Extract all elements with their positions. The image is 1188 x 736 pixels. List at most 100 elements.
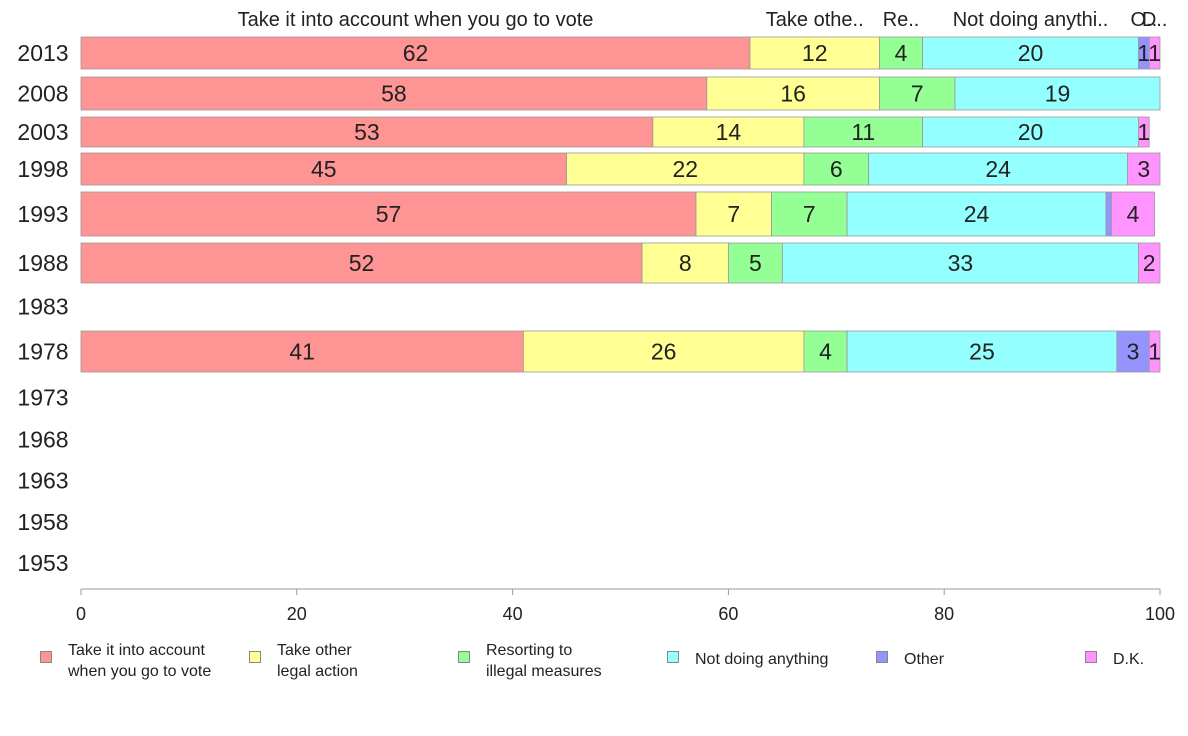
legend-label: D.K. [1113, 651, 1145, 668]
bar-value-label: 8 [679, 250, 692, 276]
category-label: 1958 [17, 509, 68, 535]
bar-value-label: 45 [311, 156, 337, 182]
category-label: 1968 [17, 427, 68, 453]
bar-value-label: 58 [381, 81, 407, 107]
bar-segment [1148, 330, 1161, 373]
legend-item: Resorting to illegal measures [458, 640, 602, 682]
category-label: 1988 [17, 250, 68, 276]
legend-label: Other [904, 651, 945, 668]
series-top-label: Re.. [883, 9, 920, 31]
bar-value-label: 2 [1143, 250, 1156, 276]
bar-segment [728, 242, 783, 284]
bar-value-label: 1 [1148, 339, 1161, 365]
bar-value-label: 4 [1127, 201, 1140, 227]
series-top-label: Take othe.. [766, 9, 864, 31]
bar-segment [749, 36, 880, 70]
bar-segment [652, 116, 805, 148]
legend-label: Resorting to illegal measures [486, 642, 602, 680]
category-label: 1993 [17, 201, 68, 227]
bar-segment [879, 76, 956, 111]
bar-value-label: 11 [851, 119, 875, 145]
bar-value-label: 4 [895, 40, 908, 66]
legend-item: Other [876, 640, 944, 670]
chart-legend: Take it into account when you go to vote… [0, 640, 1188, 700]
bar-segment [1138, 116, 1150, 148]
category-label: 2008 [17, 81, 68, 107]
legend-item: Take it into account when you go to vote [40, 640, 211, 682]
bar-segment [80, 76, 708, 111]
category-label: 1973 [17, 385, 68, 411]
legend-item: D.K. [1085, 640, 1144, 670]
x-tick-label: 0 [76, 604, 86, 624]
legend-item: Not doing anything [667, 640, 828, 670]
bar-segment [706, 76, 880, 111]
bar-value-label: 19 [1045, 81, 1071, 107]
x-tick-label: 60 [718, 604, 738, 624]
bar-segment [1148, 36, 1161, 70]
bar-segment [80, 152, 567, 186]
bar-value-label: 53 [354, 119, 380, 145]
bar-segment [522, 330, 805, 373]
legend-swatch [1085, 651, 1097, 663]
bar-value-label: 6 [830, 156, 843, 182]
bar-value-label: 7 [911, 81, 924, 107]
bar-value-label: 62 [403, 40, 429, 66]
bar-value-label: 25 [969, 339, 995, 365]
bar-value-label: 4 [819, 339, 832, 365]
bar-segment [846, 330, 1118, 373]
x-tick-label: 100 [1145, 604, 1175, 624]
category-label: 1983 [17, 294, 68, 320]
series-top-label: O.. [1130, 9, 1157, 31]
bar-segment [922, 116, 1139, 148]
category-label: 1998 [17, 156, 68, 182]
bar-value-label: 52 [349, 250, 375, 276]
bar-value-label: 7 [727, 201, 740, 227]
bar-segment [803, 330, 848, 373]
bar-value-label: 16 [780, 81, 806, 107]
bar-value-label: 20 [1018, 119, 1044, 145]
bar-segment [1116, 330, 1150, 373]
legend-label: Take it into account when you go to vote [68, 642, 212, 680]
bar-segment [1138, 242, 1161, 284]
bar-value-label: 14 [716, 119, 742, 145]
bar-segment [1127, 152, 1161, 186]
bar-value-label: 1 [1148, 40, 1161, 66]
bar-value-label: 5 [749, 250, 762, 276]
bar-segment [80, 191, 697, 237]
legend-label: Take other legal action [277, 642, 358, 680]
bar-value-label: 22 [672, 156, 698, 182]
bar-value-label: 3 [1127, 339, 1140, 365]
category-label: 1963 [17, 468, 68, 494]
legend-label: Not doing anything [695, 651, 829, 668]
bar-value-label: 12 [802, 40, 828, 66]
bar-value-label: 20 [1018, 40, 1044, 66]
bar-segment [1111, 191, 1156, 237]
legend-swatch [458, 651, 470, 663]
bar-value-label: 1 [1137, 119, 1150, 145]
series-top-label: D.. [1142, 9, 1168, 31]
legend-swatch [249, 651, 261, 663]
x-tick-label: 80 [934, 604, 954, 624]
category-label: 1953 [17, 550, 68, 576]
bar-value-label: 33 [948, 250, 974, 276]
bar-segment [771, 191, 848, 237]
bar-value-label: 1 [1137, 40, 1150, 66]
series-top-label: Not doing anythi.. [953, 9, 1109, 31]
category-label: 2003 [17, 119, 68, 145]
legend-swatch [667, 651, 679, 663]
bar-segment [80, 330, 524, 373]
bar-segment [803, 116, 924, 148]
category-label: 1978 [17, 339, 68, 365]
bar-segment [80, 242, 643, 284]
bar-value-label: 41 [289, 339, 315, 365]
x-tick-label: 20 [287, 604, 307, 624]
bar-value-label: 24 [964, 201, 990, 227]
series-top-label: Take it into account when you go to vote [238, 9, 594, 31]
bar-segment [846, 191, 1107, 237]
x-tick-label: 40 [503, 604, 523, 624]
legend-swatch [876, 651, 888, 663]
bar-segment [1105, 191, 1112, 237]
category-label: 2013 [17, 40, 68, 66]
bar-value-label: 3 [1137, 156, 1150, 182]
